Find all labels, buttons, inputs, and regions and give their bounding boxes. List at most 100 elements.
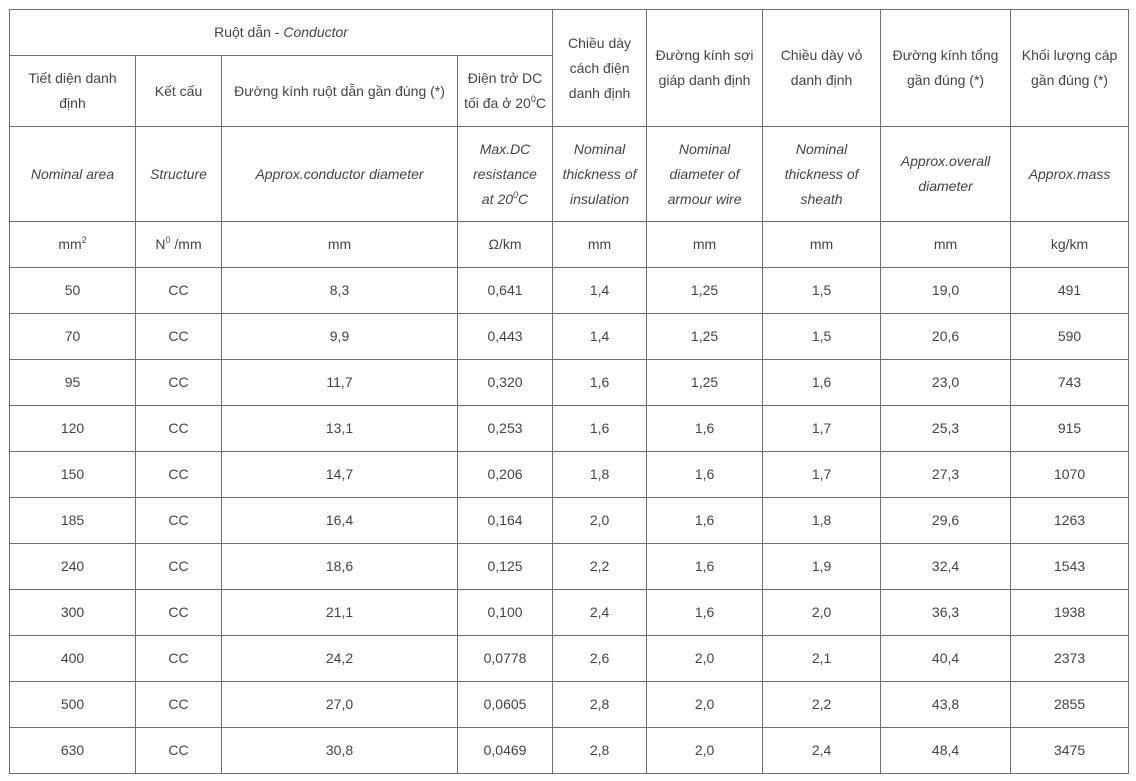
cell-armour: 2,0	[646, 635, 764, 682]
cell-conductor-diameter: 13,1	[221, 405, 458, 452]
cell-insulation: 2,4	[552, 589, 648, 636]
cell-conductor-diameter: 9,9	[221, 313, 458, 360]
cell-resistance: 0,125	[456, 543, 554, 590]
area-unit: mm2	[9, 221, 136, 268]
conductor-diameter-unit: mm	[221, 221, 458, 268]
cell-insulation: 2,0	[552, 497, 648, 544]
table-row: 630 CC 30,8 0,0469 2,8 2,0 2,4 48,4 3475	[9, 727, 1130, 774]
armour-header-vi: Đường kính sợi giáp danh định	[646, 9, 764, 127]
mass-header-en: Approx.mass	[1010, 126, 1130, 222]
cell-overall-diameter: 25,3	[880, 405, 1012, 452]
cell-resistance: 0,641	[456, 267, 554, 314]
cell-armour: 1,6	[646, 589, 764, 636]
cell-armour: 1,6	[646, 497, 764, 544]
cell-sheath: 1,7	[762, 405, 882, 452]
cell-area: 400	[9, 635, 136, 682]
insulation-header-en: Nominal thickness of insulation	[552, 126, 648, 222]
area-header-vi: Tiết diện danh định	[9, 55, 136, 127]
cell-sheath: 2,1	[762, 635, 882, 682]
cell-resistance: 0,164	[456, 497, 554, 544]
armour-header-en: Nominal diameter of armour wire	[646, 126, 764, 222]
conductor-diameter-header-en: Approx.conductor diameter	[221, 126, 458, 222]
mass-header-vi: Khối lượng cáp gần đúng (*)	[1010, 9, 1130, 127]
cell-conductor-diameter: 24,2	[221, 635, 458, 682]
resistance-unit: Ω/km	[456, 221, 554, 268]
cell-sheath: 1,6	[762, 359, 882, 406]
cell-mass: 2855	[1010, 681, 1130, 728]
header-row-en: Nominal area Structure Approx.conductor …	[9, 126, 1130, 222]
cable-spec-table: Ruột dẫn - Conductor Chiều dày cách điện…	[8, 9, 1130, 774]
cell-area: 300	[9, 589, 136, 636]
cell-area: 50	[9, 267, 136, 314]
cell-area: 120	[9, 405, 136, 452]
cell-overall-diameter: 20,6	[880, 313, 1012, 360]
cell-sheath: 2,0	[762, 589, 882, 636]
table-row: 185 CC 16,4 0,164 2,0 1,6 1,8 29,6 1263	[9, 497, 1130, 544]
table-body: 50 CC 8,3 0,641 1,4 1,25 1,5 19,0 491 70 CC 9,9 0,44…	[9, 267, 1130, 774]
cell-structure: CC	[135, 727, 222, 774]
cell-resistance: 0,443	[456, 313, 554, 360]
cell-structure: CC	[135, 451, 222, 498]
cell-armour: 1,6	[646, 405, 764, 452]
cell-mass: 2373	[1010, 635, 1130, 682]
cell-structure: CC	[135, 589, 222, 636]
cell-armour: 2,0	[646, 681, 764, 728]
cell-structure: CC	[135, 543, 222, 590]
cell-sheath: 1,7	[762, 451, 882, 498]
cell-mass: 1543	[1010, 543, 1130, 590]
resistance-header-vi: Điện trở DC tối đa ở 200C	[456, 55, 554, 127]
cell-overall-diameter: 36,3	[880, 589, 1012, 636]
sheath-header-en: Nominal thickness of sheath	[762, 126, 882, 222]
cell-mass: 1070	[1010, 451, 1130, 498]
cell-structure: CC	[135, 635, 222, 682]
sheath-header-vi: Chiều dày vỏ danh định	[762, 9, 882, 127]
cell-sheath: 2,2	[762, 681, 882, 728]
cell-conductor-diameter: 11,7	[221, 359, 458, 406]
table-row: 50 CC 8,3 0,641 1,4 1,25 1,5 19,0 491	[9, 267, 1130, 314]
cell-sheath: 1,5	[762, 267, 882, 314]
cell-conductor-diameter: 14,7	[221, 451, 458, 498]
structure-unit: N0 /mm	[135, 221, 222, 268]
cell-sheath: 1,9	[762, 543, 882, 590]
cell-insulation: 2,2	[552, 543, 648, 590]
cell-structure: CC	[135, 313, 222, 360]
cell-insulation: 2,8	[552, 681, 648, 728]
cell-resistance: 0,100	[456, 589, 554, 636]
cell-area: 630	[9, 727, 136, 774]
cell-structure: CC	[135, 267, 222, 314]
cell-overall-diameter: 27,3	[880, 451, 1012, 498]
cell-insulation: 1,4	[552, 313, 648, 360]
cell-structure: CC	[135, 681, 222, 728]
cell-overall-diameter: 40,4	[880, 635, 1012, 682]
cell-insulation: 1,6	[552, 405, 648, 452]
header-row-group: Ruột dẫn - Conductor Chiều dày cách điện…	[8, 9, 1130, 127]
cell-resistance: 0,0605	[456, 681, 554, 728]
conductor-group-label-vi: Ruột dẫn -	[214, 24, 284, 40]
cell-area: 500	[9, 681, 136, 728]
cell-insulation: 1,4	[552, 267, 648, 314]
cell-overall-diameter: 29,6	[880, 497, 1012, 544]
cell-conductor-diameter: 21,1	[221, 589, 458, 636]
cell-armour: 1,25	[646, 313, 764, 360]
cell-armour: 1,25	[646, 267, 764, 314]
structure-header-vi: Kết cấu	[135, 55, 222, 127]
conductor-diameter-header-vi: Đường kính ruột dẫn gần đúng (*)	[221, 55, 458, 127]
cell-mass: 915	[1010, 405, 1130, 452]
table-row: 120 CC 13,1 0,253 1,6 1,6 1,7 25,3 915	[9, 405, 1130, 452]
cell-sheath: 2,4	[762, 727, 882, 774]
table-row: 150 CC 14,7 0,206 1,8 1,6 1,7 27,3 1070	[9, 451, 1130, 498]
table-row: 95 CC 11,7 0,320 1,6 1,25 1,6 23,0 743	[9, 359, 1130, 406]
structure-header-en: Structure	[135, 126, 222, 222]
mass-unit: kg/km	[1010, 221, 1130, 268]
cell-armour: 1,6	[646, 543, 764, 590]
cell-sheath: 1,8	[762, 497, 882, 544]
cell-resistance: 0,320	[456, 359, 554, 406]
cell-area: 70	[9, 313, 136, 360]
cell-mass: 1263	[1010, 497, 1130, 544]
overall-diameter-header-en: Approx.overall diameter	[880, 126, 1012, 222]
cell-resistance: 0,0469	[456, 727, 554, 774]
cell-structure: CC	[135, 405, 222, 452]
cell-armour: 1,25	[646, 359, 764, 406]
cell-structure: CC	[135, 497, 222, 544]
cell-area: 185	[9, 497, 136, 544]
